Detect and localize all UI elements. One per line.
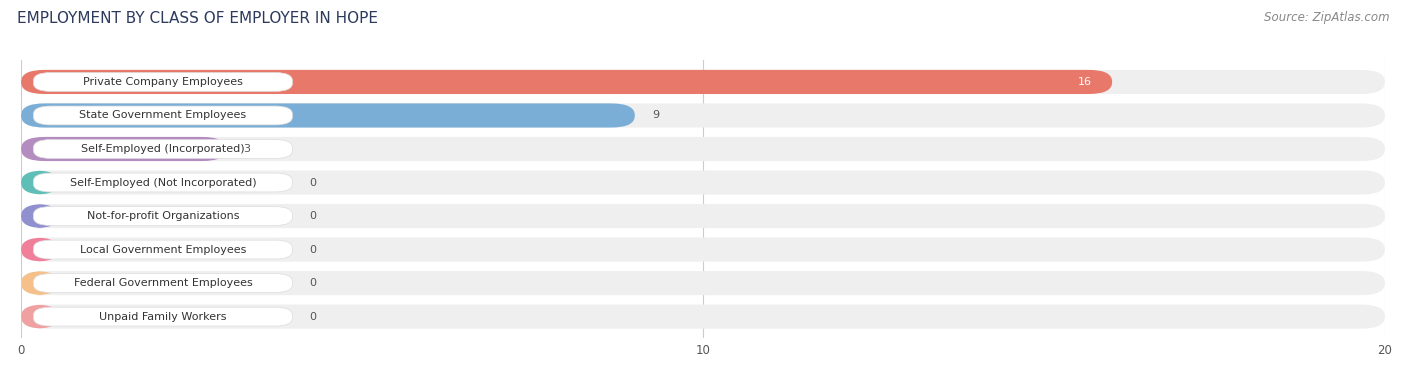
Text: 0: 0 [309, 244, 316, 255]
FancyBboxPatch shape [21, 238, 59, 262]
Text: Not-for-profit Organizations: Not-for-profit Organizations [87, 211, 239, 221]
Text: Unpaid Family Workers: Unpaid Family Workers [100, 312, 226, 321]
Text: 9: 9 [652, 111, 659, 120]
FancyBboxPatch shape [21, 70, 1112, 94]
Text: 0: 0 [309, 312, 316, 321]
FancyBboxPatch shape [21, 137, 1385, 161]
Text: Self-Employed (Incorporated): Self-Employed (Incorporated) [82, 144, 245, 154]
FancyBboxPatch shape [34, 73, 292, 91]
FancyBboxPatch shape [21, 238, 1385, 262]
FancyBboxPatch shape [21, 204, 1385, 228]
FancyBboxPatch shape [21, 204, 59, 228]
Text: EMPLOYMENT BY CLASS OF EMPLOYER IN HOPE: EMPLOYMENT BY CLASS OF EMPLOYER IN HOPE [17, 11, 378, 26]
FancyBboxPatch shape [21, 170, 1385, 195]
FancyBboxPatch shape [21, 70, 1385, 94]
Text: 3: 3 [243, 144, 250, 154]
FancyBboxPatch shape [34, 240, 292, 259]
Text: Private Company Employees: Private Company Employees [83, 77, 243, 87]
Text: 0: 0 [309, 211, 316, 221]
FancyBboxPatch shape [34, 307, 292, 326]
FancyBboxPatch shape [34, 274, 292, 293]
FancyBboxPatch shape [21, 271, 1385, 295]
FancyBboxPatch shape [34, 173, 292, 192]
FancyBboxPatch shape [34, 207, 292, 226]
Text: Self-Employed (Not Incorporated): Self-Employed (Not Incorporated) [70, 177, 256, 188]
FancyBboxPatch shape [21, 103, 1385, 127]
Text: State Government Employees: State Government Employees [79, 111, 246, 120]
Text: Local Government Employees: Local Government Employees [80, 244, 246, 255]
FancyBboxPatch shape [34, 106, 292, 125]
Text: 0: 0 [309, 177, 316, 188]
FancyBboxPatch shape [21, 305, 59, 329]
FancyBboxPatch shape [34, 139, 292, 158]
FancyBboxPatch shape [21, 271, 59, 295]
Text: 16: 16 [1077, 77, 1091, 87]
FancyBboxPatch shape [21, 137, 226, 161]
FancyBboxPatch shape [21, 305, 1385, 329]
FancyBboxPatch shape [21, 170, 59, 195]
Text: 0: 0 [309, 278, 316, 288]
FancyBboxPatch shape [21, 103, 636, 127]
Text: Source: ZipAtlas.com: Source: ZipAtlas.com [1264, 11, 1389, 24]
Text: Federal Government Employees: Federal Government Employees [73, 278, 252, 288]
